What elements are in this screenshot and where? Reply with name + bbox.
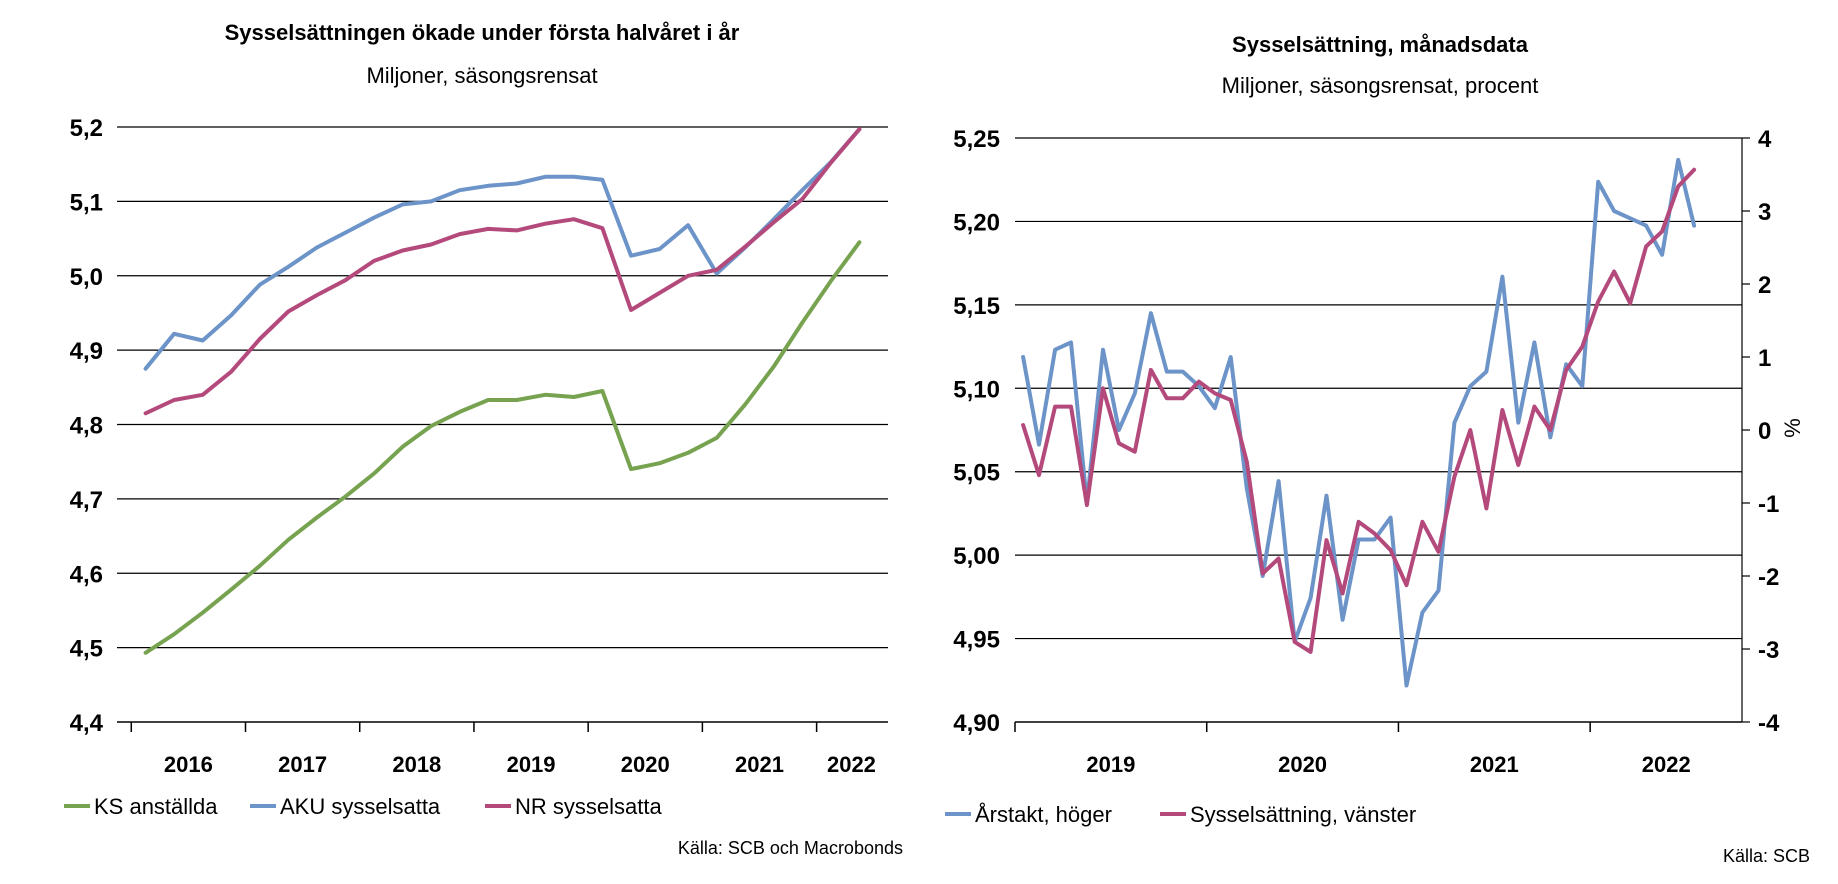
right-x-tick-label: 2021	[1470, 752, 1519, 777]
right-left-y-tick-label: 5,25	[953, 126, 1000, 153]
legend-label-ks: KS anställda	[94, 794, 218, 819]
right-chart-title: Sysselsättning, månadsdata	[1232, 32, 1529, 57]
right-left-y-tick-label: 5,05	[953, 460, 1000, 487]
right-right-y-tick-label: -3	[1758, 637, 1779, 664]
left-chart-subtitle: Miljoner, säsongsrensat	[366, 63, 597, 88]
series-line-ks-anstallda	[143, 240, 862, 655]
right-left-y-tick-label: 5,00	[953, 543, 1000, 570]
left-chart-source: Källa: SCB och Macrobonds	[678, 838, 903, 858]
right-y2-axis-label: %	[1780, 418, 1805, 438]
right-chart-source: Källa: SCB	[1723, 846, 1810, 866]
right-left-y-tick-labels: 4,90 4,95 5,00 5,05 5,10 5,15 5,20 5,25	[953, 126, 1000, 737]
left-y-tick-label: 4,7	[70, 487, 103, 514]
left-y-tick-label: 5,2	[70, 115, 103, 142]
series-line-sysselsattning-vanster	[1021, 167, 1697, 654]
right-gridlines	[1015, 137, 1742, 723]
left-x-tick-label: 2021	[735, 752, 784, 777]
right-left-y-tick-label: 5,10	[953, 376, 1000, 403]
legend-label-sysselsattning: Sysselsättning, vänster	[1190, 802, 1416, 827]
left-legend: KS anställda AKU sysselsatta NR sysselsa…	[64, 794, 662, 819]
right-x-axis: 2019 2020 2021 2022	[1014, 722, 1691, 777]
left-x-tick-label: 2017	[278, 752, 327, 777]
right-right-y-tick-label: 1	[1758, 345, 1771, 372]
series-line-nr-sysselsatta	[143, 127, 862, 416]
right-right-y-tick-label: 2	[1758, 272, 1771, 299]
left-chart: Sysselsättningen ökade under första halv…	[64, 20, 903, 858]
right-series-lines	[1021, 157, 1697, 688]
legend-label-arstakt: Årstakt, höger	[975, 802, 1112, 827]
left-x-tick-label: 2016	[164, 752, 213, 777]
left-y-tick-label: 4,9	[70, 338, 103, 365]
left-y-tick-label: 4,6	[70, 561, 103, 588]
left-x-axis: 2016 2017 2018 2019 2020 2021 2022	[130, 722, 876, 777]
right-left-y-tick-label: 4,95	[953, 627, 1000, 654]
right-chart: Sysselsättning, månadsdata Miljoner, säs…	[945, 32, 1810, 866]
legend-label-aku: AKU sysselsatta	[280, 794, 441, 819]
left-chart-title: Sysselsättningen ökade under första halv…	[225, 20, 740, 45]
left-y-tick-label: 4,8	[70, 413, 103, 440]
series-line-arstakt-hoger	[1021, 157, 1697, 688]
right-x-tick-label: 2022	[1642, 752, 1691, 777]
right-x-tick-label: 2020	[1278, 752, 1327, 777]
legend-label-nr: NR sysselsatta	[515, 794, 662, 819]
right-left-y-tick-label: 5,20	[953, 209, 1000, 236]
left-gridlines	[117, 126, 888, 723]
right-chart-subtitle: Miljoner, säsongsrensat, procent	[1222, 73, 1539, 98]
right-right-y-tick-label: -1	[1758, 491, 1779, 518]
right-right-y-tick-label: 3	[1758, 199, 1771, 226]
left-x-tick-label: 2020	[621, 752, 670, 777]
right-right-y-tick-label: -4	[1758, 710, 1780, 737]
right-right-y-tick-labels: -4 -3 -2 -1 0 1 2 3 4	[1741, 126, 1780, 737]
right-right-y-tick-label: 4	[1758, 126, 1772, 153]
left-y-tick-label: 5,0	[70, 264, 103, 291]
left-y-tick-labels: 4,4 4,5 4,6 4,7 4,8 4,9 5,0 5,1 5,2	[70, 115, 104, 737]
right-right-y-tick-label: 0	[1758, 418, 1771, 445]
right-left-y-tick-label: 4,90	[953, 710, 1000, 737]
right-left-y-tick-label: 5,15	[953, 293, 1000, 320]
right-right-y-tick-label: -2	[1758, 564, 1779, 591]
left-y-tick-label: 4,4	[70, 710, 104, 737]
series-line-aku-sysselsatta	[143, 127, 862, 371]
right-x-tick-label: 2019	[1086, 752, 1135, 777]
left-series-lines	[143, 127, 862, 655]
left-x-tick-label: 2018	[392, 752, 441, 777]
left-y-tick-label: 4,5	[70, 636, 103, 663]
left-x-tick-label: 2022	[827, 752, 876, 777]
left-y-tick-label: 5,1	[70, 189, 103, 216]
left-x-tick-label: 2019	[507, 752, 556, 777]
right-legend: Årstakt, höger Sysselsättning, vänster	[945, 802, 1416, 827]
